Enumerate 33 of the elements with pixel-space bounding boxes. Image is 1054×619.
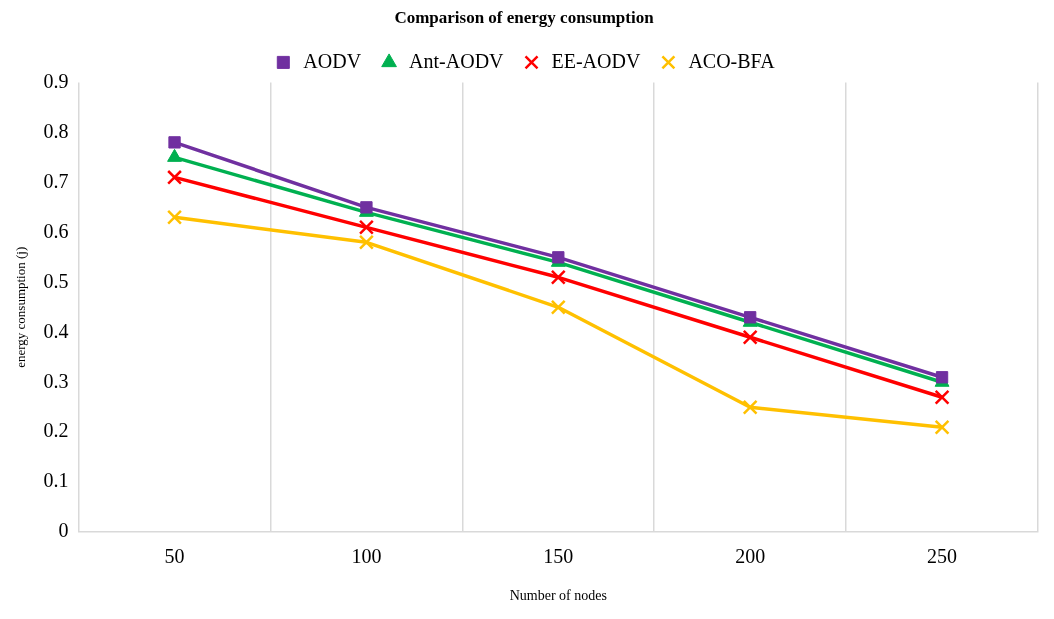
point — [934, 389, 950, 405]
point — [166, 209, 183, 225]
y-tick-label: 0.2 — [43, 419, 69, 442]
y-tick-label: 0.7 — [43, 169, 69, 192]
x-tick-label: 150 — [543, 545, 574, 568]
y-axis-title: energy consumption (j) — [13, 246, 29, 368]
legend-label: ACO-BFA — [688, 49, 776, 72]
point — [934, 419, 950, 435]
y-tick-label: 0.9 — [43, 69, 69, 92]
point — [168, 136, 181, 149]
y-tick-label: 0.8 — [43, 119, 69, 142]
point — [550, 269, 566, 285]
legend-label: EE-AODV — [551, 49, 641, 72]
legend-label: AODV — [303, 49, 362, 72]
point — [550, 299, 566, 315]
x-axis-title: Number of nodes — [509, 588, 607, 604]
x-tick-label: 100 — [351, 545, 382, 568]
point — [742, 329, 758, 345]
y-tick-label: 0.5 — [43, 269, 69, 292]
point — [358, 219, 375, 235]
x-tick-label: 250 — [927, 545, 958, 568]
point — [742, 399, 758, 415]
y-tick-label: 0 — [58, 519, 69, 542]
point — [166, 169, 183, 185]
x-tick-label: 50 — [164, 545, 185, 568]
x-tick-label: 200 — [735, 545, 766, 568]
legend-label: Ant-AODV — [409, 49, 505, 72]
y-tick-label: 0.1 — [43, 469, 69, 492]
y-tick-label: 0.6 — [43, 219, 69, 242]
point — [358, 234, 375, 250]
y-tick-label: 0.3 — [43, 369, 69, 392]
chart-title: Comparison of energy consumption — [394, 7, 655, 27]
y-tick-label: 0.4 — [43, 319, 69, 342]
